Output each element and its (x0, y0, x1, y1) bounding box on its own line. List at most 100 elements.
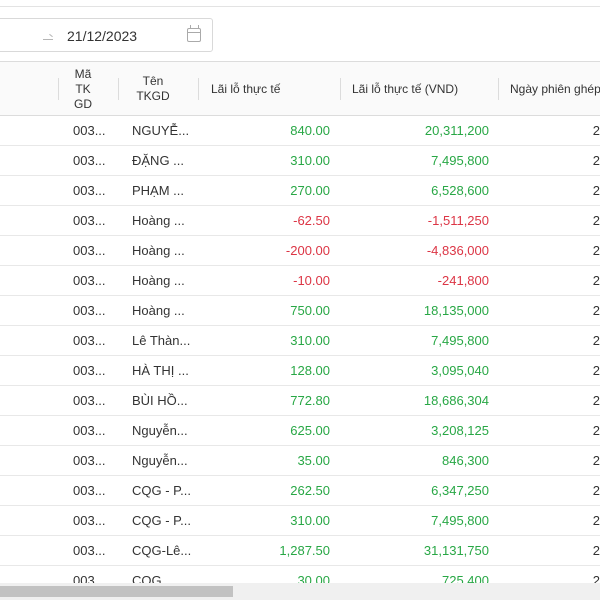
trader-name-cell: ĐẶNG ... (132, 153, 185, 168)
table-row[interactable]: 003... Lê Thàn... 310.00 7,495,800 2 (0, 326, 600, 356)
table-row[interactable]: 003... Nguyễn... 625.00 3,208,125 2 (0, 416, 600, 446)
header-account[interactable]: Mã TK GD (68, 62, 98, 116)
scrollbar-thumb[interactable] (0, 586, 233, 597)
column-separator (58, 78, 59, 100)
column-separator (340, 78, 341, 100)
pnl-cell: 310.00 (290, 153, 330, 168)
date-to-value[interactable]: 21/12/2023 (67, 28, 138, 44)
pnl-cell: 35.00 (297, 453, 330, 468)
calendar-icon[interactable] (187, 25, 201, 42)
pnl-vnd-cell: -1,511,250 (427, 213, 489, 228)
trader-name-cell: PHẠM ... (132, 183, 185, 198)
trader-name-cell: Hoàng ... (132, 273, 185, 288)
session-date-cell: 2 (592, 483, 600, 498)
pnl-cell: 625.00 (290, 423, 330, 438)
table-row[interactable]: 003... Hoàng ... -62.50 -1,511,250 2 (0, 206, 600, 236)
pnl-table: Mã TK GD Tên TKGD Lãi lỗ thực tế Lãi lỗ … (0, 61, 600, 583)
pnl-vnd-cell: -4,836,000 (426, 243, 489, 258)
table-row[interactable]: 003... CQG - P... 262.50 6,347,250 2 (0, 476, 600, 506)
table-row[interactable]: 003... PHẠM ... 270.00 6,528,600 2 (0, 176, 600, 206)
account-cell: 003... (73, 183, 106, 198)
header-name-line: Tên (142, 74, 164, 88)
session-date-cell: 2 (592, 333, 600, 348)
header-name[interactable]: Tên TKGD (128, 62, 178, 116)
session-date-cell: 2 (592, 243, 600, 258)
pnl-vnd-cell: 7,495,800 (431, 333, 489, 348)
account-cell: 003... (73, 423, 106, 438)
trader-name-cell: BÙI HỒ... (132, 393, 188, 408)
table-row[interactable]: 003... CQG... 30.00 725,400 2 (0, 566, 600, 583)
account-cell: 003... (73, 573, 106, 583)
pnl-vnd-cell: 7,495,800 (431, 513, 489, 528)
session-date-cell: 2 (592, 303, 600, 318)
column-separator (118, 78, 119, 100)
pnl-cell: 128.00 (290, 363, 330, 378)
date-range-picker[interactable]: 21/12/2023 (0, 18, 213, 52)
pnl-vnd-cell: 3,208,125 (431, 423, 489, 438)
account-cell: 003... (73, 333, 106, 348)
pnl-cell: -200.00 (285, 243, 330, 258)
pnl-vnd-cell: 846,300 (442, 453, 489, 468)
session-date-cell: 2 (592, 453, 600, 468)
table-row[interactable]: 003... Hoàng ... 750.00 18,135,000 2 (0, 296, 600, 326)
table-row[interactable]: 003... Nguyễn... 35.00 846,300 2 (0, 446, 600, 476)
pnl-cell: 1,287.50 (279, 543, 330, 558)
pnl-cell: 750.00 (290, 303, 330, 318)
pnl-cell: -10.00 (293, 273, 330, 288)
account-cell: 003... (73, 273, 106, 288)
table-row[interactable]: 003... NGUYỄ... 840.00 20,311,200 2 (0, 116, 600, 146)
account-cell: 003... (73, 363, 106, 378)
horizontal-scrollbar[interactable] (0, 583, 600, 600)
account-cell: 003... (73, 543, 106, 558)
pnl-cell: 840.00 (290, 123, 330, 138)
session-date-cell: 2 (592, 363, 600, 378)
pnl-vnd-cell: 20,311,200 (424, 123, 489, 138)
header-pnl[interactable]: Lãi lỗ thực tế (211, 82, 281, 96)
table-row[interactable]: 003... Hoàng ... -200.00 -4,836,000 2 (0, 236, 600, 266)
pnl-vnd-cell: 3,095,040 (431, 363, 489, 378)
pnl-cell: 262.50 (290, 483, 330, 498)
table-row[interactable]: 003... HÀ THỊ ... 128.00 3,095,040 2 (0, 356, 600, 386)
header-account-line: TK (75, 81, 91, 96)
top-divider (0, 6, 600, 7)
account-cell: 003... (73, 153, 106, 168)
column-separator (498, 78, 499, 100)
account-cell: 003... (73, 453, 106, 468)
pnl-vnd-cell: 725,400 (442, 573, 489, 583)
session-date-cell: 2 (592, 213, 600, 228)
session-date-cell: 2 (592, 543, 600, 558)
header-pnl-vnd[interactable]: Lãi lỗ thực tế (VND) (352, 82, 459, 96)
pnl-cell: -62.50 (293, 213, 330, 228)
trader-name-cell: Hoàng ... (132, 303, 185, 318)
date-separator-icon (43, 31, 55, 41)
column-separator (198, 78, 199, 100)
table-row[interactable]: 003... CQG-Lê... 1,287.50 31,131,750 2 (0, 536, 600, 566)
pnl-cell: 30.00 (297, 573, 330, 583)
table-row[interactable]: 003... Hoàng ... -10.00 -241,800 2 (0, 266, 600, 296)
table-row[interactable]: 003... CQG - P... 310.00 7,495,800 2 (0, 506, 600, 536)
trader-name-cell: Hoàng ... (132, 213, 185, 228)
account-cell: 003... (73, 513, 106, 528)
account-cell: 003... (73, 123, 106, 138)
table-body: 003... NGUYỄ... 840.00 20,311,200 2 003... ĐẶN… (0, 116, 600, 583)
trader-name-cell: NGUYỄ... (132, 123, 190, 138)
trader-name-cell: Lê Thàn... (132, 333, 191, 348)
session-date-cell: 2 (592, 183, 600, 198)
session-date-cell: 2 (592, 273, 600, 288)
pnl-cell: 310.00 (290, 333, 330, 348)
account-cell: 003... (73, 393, 106, 408)
header-session-date[interactable]: Ngày phiên ghép (510, 82, 600, 96)
pnl-vnd-cell: -241,800 (437, 273, 489, 288)
trader-name-cell: HÀ THỊ ... (132, 363, 189, 378)
pnl-vnd-cell: 31,131,750 (423, 543, 489, 558)
table-row[interactable]: 003... BÙI HỒ... 772.80 18,686,304 2 (0, 386, 600, 416)
account-cell: 003... (73, 213, 106, 228)
table-row[interactable]: 003... ĐẶNG ... 310.00 7,495,800 2 (0, 146, 600, 176)
pnl-vnd-cell: 18,686,304 (423, 393, 489, 408)
account-cell: 003... (73, 483, 106, 498)
header-account-line: GD (74, 96, 92, 111)
header-name-line: TKGD (136, 89, 170, 103)
trader-name-cell: CQG - P... (132, 513, 191, 528)
trader-name-cell: Nguyễn... (132, 453, 188, 468)
pnl-cell: 772.80 (290, 393, 330, 408)
